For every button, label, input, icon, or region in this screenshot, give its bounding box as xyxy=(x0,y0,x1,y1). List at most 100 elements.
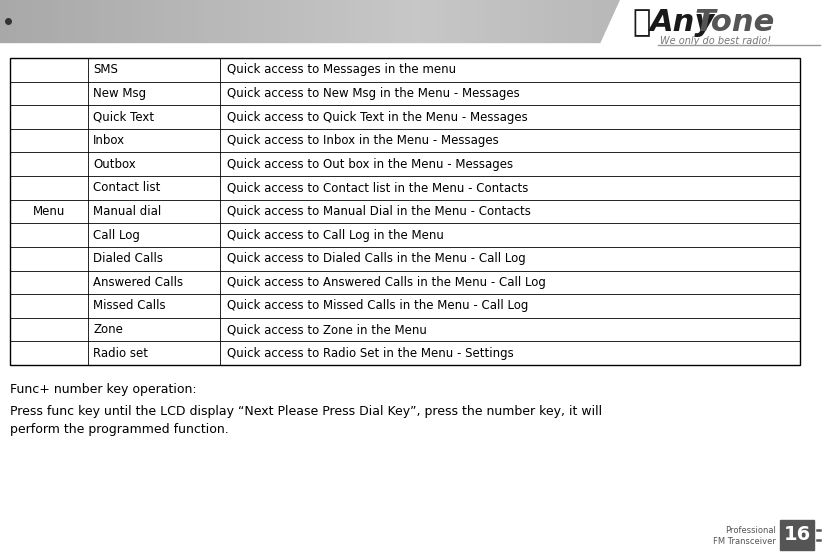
Text: Contact list: Contact list xyxy=(93,181,160,194)
Bar xyxy=(66,0,74,42)
Text: Quick access to Radio Set in the Menu - Settings: Quick access to Radio Set in the Menu - … xyxy=(227,347,514,360)
Bar xyxy=(248,0,256,42)
Bar xyxy=(792,0,800,42)
Bar xyxy=(50,0,58,42)
Bar xyxy=(780,520,814,550)
Bar xyxy=(231,0,239,42)
Bar xyxy=(0,0,8,42)
Bar xyxy=(99,0,107,42)
Text: 16: 16 xyxy=(784,525,811,544)
Text: Quick access to Answered Calls in the Menu - Call Log: Quick access to Answered Calls in the Me… xyxy=(227,276,546,289)
Text: Call Log: Call Log xyxy=(93,228,140,241)
Text: Quick access to Call Log in the Menu: Quick access to Call Log in the Menu xyxy=(227,228,444,241)
Bar xyxy=(693,0,701,42)
Bar xyxy=(594,0,602,42)
Bar xyxy=(82,0,91,42)
Bar xyxy=(124,0,132,42)
Bar xyxy=(470,0,478,42)
Bar xyxy=(74,0,82,42)
Text: Menu: Menu xyxy=(33,205,65,218)
Bar xyxy=(569,0,578,42)
Bar xyxy=(223,0,231,42)
Bar xyxy=(165,0,173,42)
Bar xyxy=(784,0,792,42)
Text: Quick access to Messages in the menu: Quick access to Messages in the menu xyxy=(227,63,456,76)
Text: Quick access to Contact list in the Menu - Contacts: Quick access to Contact list in the Menu… xyxy=(227,181,528,194)
Text: Tone: Tone xyxy=(695,8,776,37)
Text: Quick access to Dialed Calls in the Menu - Call Log: Quick access to Dialed Calls in the Menu… xyxy=(227,252,526,265)
Bar xyxy=(404,0,412,42)
Bar xyxy=(635,0,644,42)
Text: SMS: SMS xyxy=(93,63,118,76)
Bar xyxy=(421,0,429,42)
Bar xyxy=(363,0,371,42)
Text: Zone: Zone xyxy=(93,323,123,336)
Bar xyxy=(685,0,693,42)
Bar xyxy=(314,0,322,42)
Bar xyxy=(487,0,495,42)
Bar xyxy=(710,0,718,42)
Bar xyxy=(462,0,470,42)
Text: Dialed Calls: Dialed Calls xyxy=(93,252,163,265)
Bar xyxy=(132,0,140,42)
Bar xyxy=(157,0,165,42)
Bar xyxy=(544,0,553,42)
Bar xyxy=(289,0,297,42)
Bar xyxy=(668,0,676,42)
Bar xyxy=(512,0,520,42)
Text: New Msg: New Msg xyxy=(93,87,146,100)
Text: Quick Text: Quick Text xyxy=(93,110,154,124)
Bar xyxy=(817,0,825,42)
Bar xyxy=(41,0,50,42)
Bar xyxy=(495,0,503,42)
Bar xyxy=(173,0,182,42)
Bar xyxy=(561,0,569,42)
Bar xyxy=(776,0,784,42)
Bar xyxy=(578,0,586,42)
Bar xyxy=(10,58,800,365)
Bar xyxy=(322,0,330,42)
Text: Quick access to Missed Calls in the Menu - Call Log: Quick access to Missed Calls in the Menu… xyxy=(227,300,528,312)
Bar xyxy=(619,0,627,42)
Bar xyxy=(520,0,528,42)
Polygon shape xyxy=(595,0,825,55)
Bar xyxy=(528,0,536,42)
Text: Quick access to Manual Dial in the Menu - Contacts: Quick access to Manual Dial in the Menu … xyxy=(227,205,530,218)
Bar xyxy=(454,0,462,42)
Bar xyxy=(297,0,305,42)
Bar xyxy=(429,0,437,42)
Bar xyxy=(256,0,264,42)
Bar xyxy=(214,0,223,42)
Text: Answered Calls: Answered Calls xyxy=(93,276,183,289)
Bar xyxy=(239,0,247,42)
Bar xyxy=(412,0,421,42)
Bar xyxy=(8,0,16,42)
Text: Quick access to New Msg in the Menu - Messages: Quick access to New Msg in the Menu - Me… xyxy=(227,87,520,100)
Bar xyxy=(478,0,487,42)
Bar xyxy=(602,0,610,42)
Text: We only do best radio!: We only do best radio! xyxy=(660,36,771,46)
Bar xyxy=(800,0,808,42)
Bar xyxy=(759,0,767,42)
Bar xyxy=(380,0,388,42)
Bar xyxy=(355,0,363,42)
Bar xyxy=(388,0,396,42)
Bar xyxy=(808,0,817,42)
Bar xyxy=(751,0,759,42)
Text: Func+ number key operation:: Func+ number key operation: xyxy=(10,383,196,396)
Bar xyxy=(148,0,157,42)
Bar xyxy=(446,0,454,42)
Bar xyxy=(644,0,652,42)
Bar xyxy=(503,0,512,42)
Bar xyxy=(660,0,668,42)
Text: Professional: Professional xyxy=(725,526,776,535)
Bar xyxy=(734,0,742,42)
Text: Radio set: Radio set xyxy=(93,347,148,360)
Bar xyxy=(182,0,190,42)
Bar xyxy=(553,0,561,42)
Bar xyxy=(116,0,124,42)
Bar xyxy=(371,0,380,42)
Bar xyxy=(33,0,41,42)
Text: FM Transceiver: FM Transceiver xyxy=(713,537,776,546)
Bar xyxy=(701,0,710,42)
